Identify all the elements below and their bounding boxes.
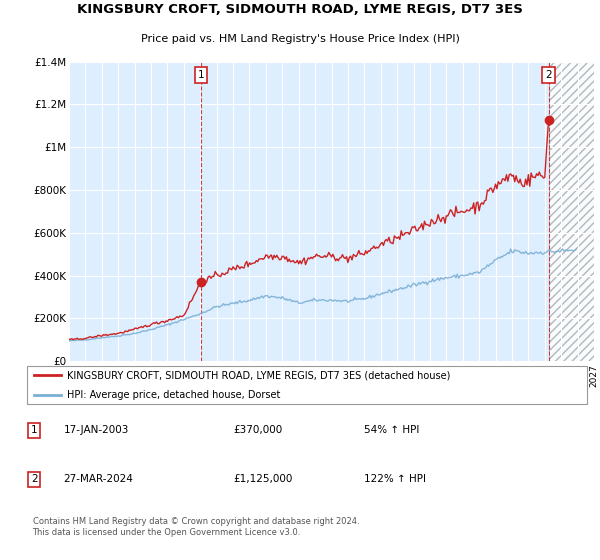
Text: HPI: Average price, detached house, Dorset: HPI: Average price, detached house, Dors…	[67, 390, 280, 400]
FancyBboxPatch shape	[27, 366, 587, 404]
Text: £1,125,000: £1,125,000	[234, 474, 293, 484]
Text: 27-MAR-2024: 27-MAR-2024	[64, 474, 134, 484]
Text: 122% ↑ HPI: 122% ↑ HPI	[364, 474, 426, 484]
Text: 17-JAN-2003: 17-JAN-2003	[64, 426, 129, 435]
Text: KINGSBURY CROFT, SIDMOUTH ROAD, LYME REGIS, DT7 3ES (detached house): KINGSBURY CROFT, SIDMOUTH ROAD, LYME REG…	[67, 370, 450, 380]
Text: 1: 1	[31, 426, 38, 435]
Bar	[548, 62, 594, 361]
Text: £370,000: £370,000	[234, 426, 283, 435]
Text: 1: 1	[197, 70, 204, 80]
Text: Contains HM Land Registry data © Crown copyright and database right 2024.
This d: Contains HM Land Registry data © Crown c…	[32, 517, 359, 536]
Text: 54% ↑ HPI: 54% ↑ HPI	[364, 426, 419, 435]
Text: 2: 2	[545, 70, 552, 80]
Text: 2: 2	[31, 474, 38, 484]
Text: Price paid vs. HM Land Registry's House Price Index (HPI): Price paid vs. HM Land Registry's House …	[140, 34, 460, 44]
Text: KINGSBURY CROFT, SIDMOUTH ROAD, LYME REGIS, DT7 3ES: KINGSBURY CROFT, SIDMOUTH ROAD, LYME REG…	[77, 3, 523, 16]
